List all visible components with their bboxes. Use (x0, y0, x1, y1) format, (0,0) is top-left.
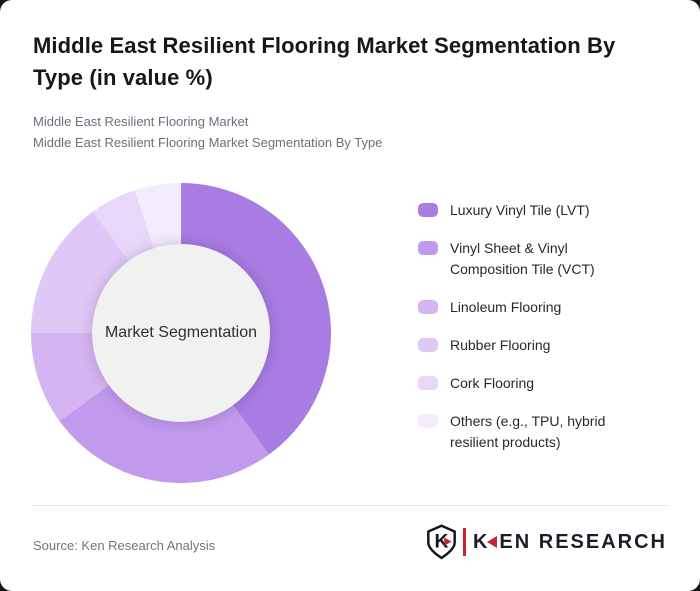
legend-item: Vinyl Sheet & Vinyl Composition Tile (VC… (418, 238, 628, 280)
logo-k-triangle-icon (487, 536, 498, 548)
legend-label: Vinyl Sheet & Vinyl Composition Tile (VC… (450, 240, 595, 277)
legend-label: Rubber Flooring (450, 337, 551, 353)
logo-shield-triangle (444, 537, 452, 546)
chart-subtitle: Middle East Resilient Flooring Market Mi… (33, 111, 382, 153)
logo-separator (462, 528, 466, 556)
donut-chart: Market Segmentation (31, 183, 331, 483)
ken-research-logo: K K EN RESEARCH (426, 522, 667, 562)
donut-hole: Market Segmentation (92, 244, 270, 422)
subtitle-line-1: Middle East Resilient Flooring Market (33, 114, 249, 129)
legend-swatch (418, 203, 438, 217)
legend-swatch (418, 376, 438, 390)
logo-brand-rest: EN RESEARCH (499, 530, 667, 553)
legend-item: Cork Flooring (418, 373, 628, 394)
legend-swatch (418, 300, 438, 314)
logo-brand-text: K EN RESEARCH (473, 531, 667, 554)
legend-label: Luxury Vinyl Tile (LVT) (450, 202, 590, 218)
donut-center-label: Market Segmentation (104, 324, 258, 341)
legend-label: Cork Flooring (450, 375, 535, 391)
page-title: Middle East Resilient Flooring Market Se… (33, 33, 616, 90)
legend-label: Others (e.g., TPU, hybrid resilient prod… (450, 413, 606, 450)
source-note: Source: Ken Research Analysis (33, 538, 216, 553)
legend-item: Luxury Vinyl Tile (LVT) (418, 200, 628, 221)
legend-swatch (418, 414, 438, 428)
legend-item: Linoleum Flooring (418, 297, 628, 318)
footer-divider (33, 505, 667, 506)
subtitle-line-2: Middle East Resilient Flooring Market Se… (33, 135, 383, 150)
legend-item: Others (e.g., TPU, hybrid resilient prod… (418, 411, 628, 453)
logo-shield-letter: K (434, 530, 448, 552)
chart-legend: Luxury Vinyl Tile (LVT) Vinyl Sheet & Vin… (418, 200, 628, 453)
legend-swatch (418, 241, 438, 255)
legend-swatch (418, 338, 438, 352)
logo-brand-k: K (472, 530, 490, 553)
logo-shield-icon: K (427, 524, 456, 560)
legend-label: Linoleum Flooring (450, 299, 562, 315)
legend-item: Rubber Flooring (418, 335, 628, 356)
